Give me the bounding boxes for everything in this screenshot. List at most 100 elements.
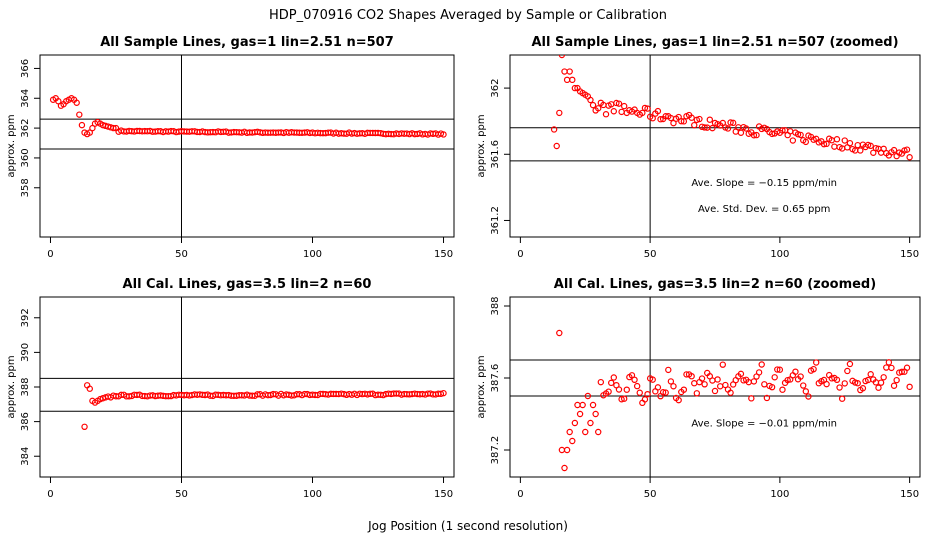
data-point (859, 385, 867, 392)
data-point (550, 126, 558, 133)
data-point (776, 366, 784, 373)
data-point (620, 395, 628, 402)
data-point (888, 364, 895, 372)
data-point (696, 115, 703, 123)
data-point (709, 377, 716, 384)
x-tick-label: 100 (770, 249, 789, 260)
data-point (779, 386, 786, 393)
y-tick-label: 361.6 (490, 140, 501, 169)
y-tick-label: 390 (20, 343, 31, 362)
data-point (667, 378, 675, 385)
data-point (563, 446, 571, 454)
data-point (608, 379, 615, 387)
data-point (691, 121, 698, 129)
data-point (644, 105, 651, 112)
data-point (631, 376, 638, 383)
data-point (823, 140, 830, 148)
data-point (618, 396, 625, 403)
data-point (898, 368, 906, 376)
data-point (750, 132, 758, 139)
annotation: Ave. Slope = −0.15 ppm/min (691, 178, 837, 189)
data-point (574, 401, 581, 409)
annotation: Ave. Slope = −0.01 ppm/min (691, 419, 837, 430)
data-point (558, 446, 566, 454)
data-point (716, 383, 724, 390)
data-point (719, 361, 726, 368)
x-tick-label: 0 (47, 249, 53, 260)
data-point (615, 386, 623, 393)
panels: All Sample Lines, gas=1 lin=2.51 n=507 0 5… (6, 35, 921, 500)
data-point (589, 101, 597, 109)
y-tick-label: 387.2 (490, 436, 501, 465)
panel-4: All Cal. Lines, gas=3.5 lin=2 n=60 (zoom… (476, 277, 921, 500)
data-point (675, 396, 682, 404)
data-point (571, 84, 579, 92)
data-point (768, 130, 776, 138)
data-point (872, 144, 880, 152)
data-point (851, 379, 859, 386)
data-point (758, 361, 765, 368)
data-point (768, 383, 776, 391)
data-point (833, 136, 841, 143)
data-point (846, 139, 854, 147)
data-point (628, 372, 636, 379)
data-point (654, 107, 662, 115)
x-tick-label: 50 (644, 249, 657, 260)
data-point (587, 419, 594, 427)
data-point (841, 380, 848, 387)
y-tick-label: 388 (490, 296, 501, 315)
data-point (662, 389, 669, 396)
data-point (561, 464, 568, 472)
data-point (610, 108, 617, 115)
data-point (810, 365, 817, 373)
data-point (592, 410, 599, 418)
data-points (81, 382, 447, 431)
data-point (880, 374, 887, 381)
y-axis-label: approx. ppm (476, 114, 487, 177)
data-point (714, 376, 721, 383)
data-point (440, 389, 447, 397)
plot-frame (509, 296, 921, 478)
data-point (727, 389, 734, 396)
x-tick-label: 100 (303, 489, 322, 500)
data-point (857, 147, 864, 154)
data-point (737, 129, 745, 136)
data-point (615, 100, 623, 107)
data-point (440, 131, 447, 138)
data-point (595, 428, 602, 436)
data-point (649, 115, 656, 122)
y-axis-label: approx. ppm (476, 355, 487, 418)
data-point (597, 378, 605, 386)
panel-title: All Cal. Lines, gas=3.5 lin=2 n=60 (123, 277, 372, 292)
data-point (724, 125, 732, 132)
x-tick-label: 100 (303, 249, 322, 260)
data-point (867, 371, 874, 378)
panel-3: All Cal. Lines, gas=3.5 lin=2 n=60 0 50 100… (6, 277, 455, 500)
panel-title: All Sample Lines, gas=1 lin=2.51 n=507 (100, 35, 394, 50)
plot-frame (39, 296, 455, 478)
data-point (584, 392, 592, 400)
data-point (820, 140, 828, 148)
x-tick-label: 150 (434, 489, 453, 500)
data-point (641, 104, 649, 112)
data-point (613, 99, 620, 107)
y-axis-label: approx. ppm (6, 355, 17, 418)
data-point (701, 381, 708, 388)
data-point (846, 360, 854, 368)
annotation: Ave. Std. Dev. = 0.65 ppm (698, 204, 830, 215)
x-tick-label: 50 (644, 489, 657, 500)
data-point (86, 129, 93, 136)
y-tick-label: 387.6 (490, 364, 501, 393)
data-point (678, 117, 685, 125)
data-point (784, 376, 791, 384)
data-point (670, 383, 677, 390)
data-point (602, 111, 610, 118)
plot-frame (39, 54, 455, 238)
data-point (89, 124, 96, 132)
figure-xlabel: Jog Position (1 second resolution) (367, 519, 568, 533)
y-tick-label: 392 (20, 308, 31, 327)
data-point (779, 127, 786, 134)
plot-frame (509, 54, 921, 238)
data-point (906, 383, 913, 391)
